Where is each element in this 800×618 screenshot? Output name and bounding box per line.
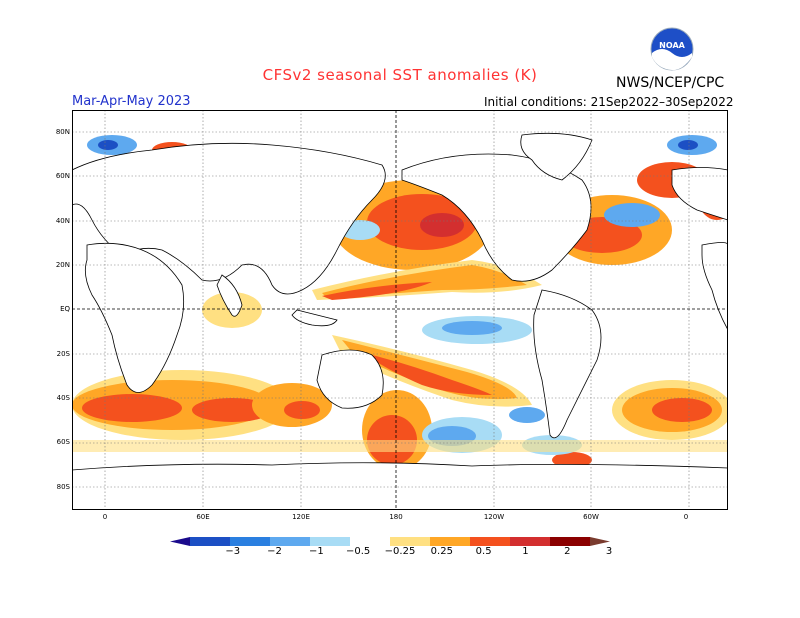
lat-label: 60N <box>55 172 70 180</box>
lon-label: 60E <box>196 513 210 521</box>
colorbar-label: 1 <box>522 546 529 557</box>
chart-title: CFSv2 seasonal SST anomalies (K) <box>262 66 538 84</box>
lon-label: 120E <box>292 513 310 521</box>
lat-label: 80N <box>55 128 70 136</box>
initial-conditions: Initial conditions: 21Sep2022–30Sep2022 <box>484 95 734 109</box>
colorbar-swatch <box>230 537 270 546</box>
lat-label: 40S <box>56 394 70 402</box>
colorbar-label: 2 <box>564 546 571 557</box>
noaa-logo: NOAA <box>650 27 694 71</box>
svg-text:NOAA: NOAA <box>659 41 685 50</box>
lat-label: 20N <box>55 261 70 269</box>
lon-label: 120W <box>483 513 505 521</box>
colorbar-swatch <box>550 537 590 546</box>
lat-label: EQ <box>60 305 70 313</box>
lon-label: 0 <box>683 513 689 521</box>
colorbar-swatch <box>310 537 350 546</box>
colorbar-label: −2 <box>267 546 282 557</box>
sst-anomaly-map <box>72 110 728 510</box>
colorbar-swatch <box>390 537 430 546</box>
colorbar-swatch <box>510 537 550 546</box>
anomaly-fields <box>72 135 728 470</box>
colorbar-swatch <box>350 537 390 546</box>
colorbar-label: 0.5 <box>475 546 492 557</box>
colorbar-swatch <box>270 537 310 546</box>
colorbar-swatch <box>190 537 230 546</box>
lon-label: 180 <box>389 513 403 521</box>
lon-label: 60W <box>583 513 599 521</box>
colorbar-end-high <box>590 537 610 546</box>
lat-label: 40N <box>55 217 70 225</box>
lat-label: 60S <box>56 438 70 446</box>
colorbar-end-low <box>170 537 190 546</box>
lat-label: 80S <box>56 483 70 491</box>
continents <box>72 132 728 510</box>
colorbar-label: −1 <box>308 546 324 557</box>
lon-label: 0 <box>102 513 108 521</box>
lat-label: 20S <box>56 350 70 358</box>
colorbar-label: 3 <box>605 546 613 557</box>
colorbar <box>170 537 610 546</box>
colorbar-label: −0.5 <box>346 546 371 557</box>
colorbar-swatch <box>430 537 470 546</box>
forecast-period: Mar-Apr-May 2023 <box>72 94 191 109</box>
agency-label: NWS/NCEP/CPC <box>616 75 725 91</box>
colorbar-label: 0.25 <box>430 546 453 557</box>
colorbar-swatch <box>470 537 510 546</box>
graticule <box>72 110 728 510</box>
colorbar-label: −3 <box>225 546 241 557</box>
colorbar-label: −0.25 <box>384 546 416 557</box>
